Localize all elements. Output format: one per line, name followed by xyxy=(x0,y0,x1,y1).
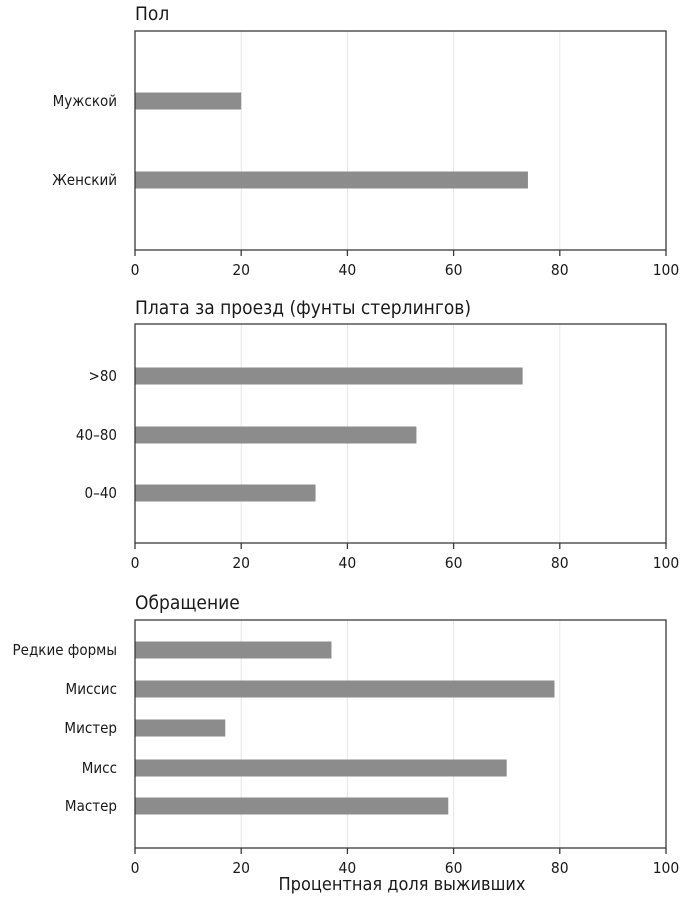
bar xyxy=(135,367,523,385)
tick-label: 60 xyxy=(445,554,463,572)
tick-label: 80 xyxy=(551,859,569,877)
bar xyxy=(135,92,242,110)
tick-label: 100 xyxy=(653,261,680,279)
bar xyxy=(135,680,555,698)
category-label: Мужской xyxy=(53,92,117,110)
plot-frame xyxy=(134,30,667,251)
tick-label: 20 xyxy=(232,261,250,279)
tick-label: 0 xyxy=(131,261,140,279)
bar xyxy=(135,171,528,189)
tick-label: 40 xyxy=(339,859,357,877)
category-label: Мистер xyxy=(64,719,117,737)
tick-label: 40 xyxy=(339,554,357,572)
bar xyxy=(135,797,449,815)
tick-label: 80 xyxy=(551,261,569,279)
bar xyxy=(135,426,417,444)
plot-frame xyxy=(134,619,667,849)
category-label: Женский xyxy=(52,171,117,189)
category-label: Мастер xyxy=(65,797,117,815)
category-label: Миссис xyxy=(66,680,117,698)
panel-title: Плата за проезд (фунты стерлингов) xyxy=(135,297,471,319)
tick-label: 20 xyxy=(232,554,250,572)
tick-label: 80 xyxy=(551,554,569,572)
tick-label: 100 xyxy=(653,554,680,572)
category-label: Редкие формы xyxy=(13,641,117,659)
category-label: >80 xyxy=(89,367,117,385)
bar xyxy=(135,759,507,777)
tick-label: 60 xyxy=(445,859,463,877)
bar xyxy=(135,641,332,659)
chart-panel-2: Плата за проезд (фунты стерлингов) >80 40–… xyxy=(76,297,679,572)
category-label: 40–80 xyxy=(76,426,117,444)
category-label: 0–40 xyxy=(85,484,118,502)
tick-label: 100 xyxy=(653,859,680,877)
tick-label: 40 xyxy=(339,261,357,279)
tick-label: 0 xyxy=(131,554,140,572)
tick-label: 20 xyxy=(232,859,250,877)
tick-label: 60 xyxy=(445,261,463,279)
category-label: Мисс xyxy=(82,759,117,777)
chart-panel-1: Пол Мужской Женский 0 20 40 60 80 100 xyxy=(52,3,679,279)
bar xyxy=(135,719,226,737)
panel-title: Пол xyxy=(135,3,169,25)
tick-label: 0 xyxy=(131,859,140,877)
plot-frame xyxy=(134,323,667,544)
x-axis-title: Процентная доля выживших xyxy=(278,874,525,895)
chart-panel-3: Обращение Редкие формы Миссис Мистер Мисс Мас… xyxy=(13,592,680,877)
panel-title: Обращение xyxy=(135,592,240,614)
bar xyxy=(135,484,316,502)
